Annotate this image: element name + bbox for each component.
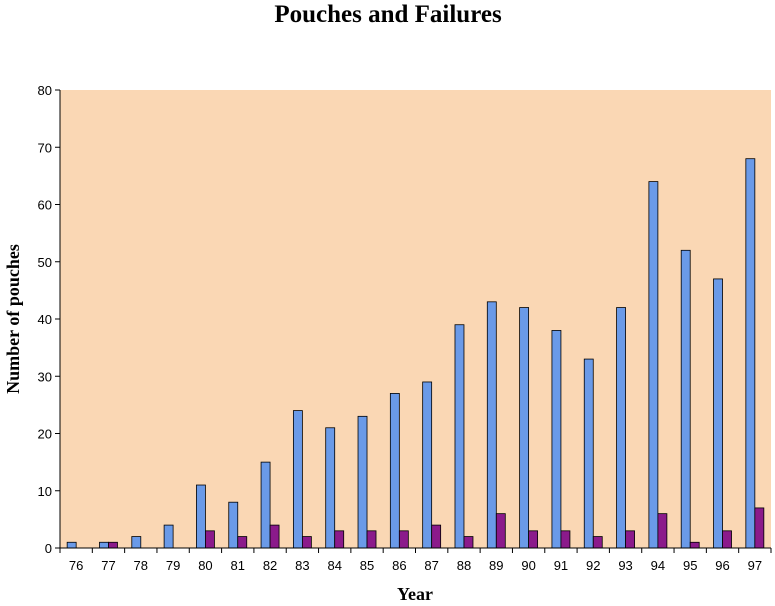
bar-series-1-95: [680, 249, 691, 549]
bar-series-2-95: [689, 541, 700, 549]
bar-series-1-91: [551, 330, 562, 549]
x-tick-label: 90: [521, 558, 535, 573]
bar-series-2-86: [398, 530, 409, 549]
bar-series-1-84: [325, 427, 336, 549]
bar-series-1-80: [196, 484, 206, 549]
x-tick-label: 84: [327, 558, 341, 573]
plot-area: [60, 90, 771, 548]
y-tick-label: 20: [38, 427, 52, 442]
bar-series-2-83: [301, 536, 312, 549]
bar-series-1-90: [519, 307, 530, 549]
bar-series-2-94: [657, 513, 668, 549]
bar-series-2-87: [431, 524, 442, 549]
x-tick-label: 81: [231, 558, 245, 573]
y-tick-label: 50: [38, 255, 52, 270]
x-tick-label: 93: [618, 558, 632, 573]
bar-series-1-97: [745, 158, 756, 549]
bar-series-1-93: [616, 307, 626, 549]
bar-series-1-79: [163, 524, 174, 549]
bar-series-1-89: [486, 301, 497, 549]
bar-series-2-80: [205, 530, 215, 549]
x-tick-label: 86: [392, 558, 406, 573]
bar-series-2-90: [528, 530, 539, 549]
bar-series-2-77: [108, 541, 118, 549]
bar-series-2-84: [334, 530, 345, 549]
y-tick-label: 0: [45, 541, 52, 556]
x-tick-label: 91: [554, 558, 568, 573]
x-tick-label: 88: [457, 558, 471, 573]
y-tick-label: 80: [38, 83, 52, 98]
x-tick-label: 80: [198, 558, 212, 573]
bar-series-2-88: [463, 536, 474, 549]
x-tick-label: 94: [651, 558, 665, 573]
y-tick-label: 70: [38, 140, 52, 155]
bar-series-2-89: [495, 513, 506, 549]
bar-series-2-97: [754, 507, 765, 549]
y-tick-label: 40: [38, 312, 52, 327]
y-tick-label: 10: [38, 484, 52, 499]
bar-series-1-76: [66, 541, 77, 549]
bar-series-1-96: [713, 278, 723, 549]
bar-series-1-81: [228, 501, 239, 549]
x-tick-label: 89: [489, 558, 503, 573]
x-tick-label: 83: [295, 558, 309, 573]
bar-series-2-91: [560, 530, 571, 549]
x-tick-label: 97: [748, 558, 762, 573]
bar-series-2-81: [237, 536, 248, 549]
x-tick-label: 76: [69, 558, 83, 573]
bar-series-1-92: [583, 358, 594, 549]
x-tick-label: 87: [424, 558, 438, 573]
bar-series-1-78: [131, 536, 142, 549]
bar-series-2-85: [366, 530, 377, 549]
x-tick-label: 96: [715, 558, 729, 573]
y-tick-label: 60: [38, 198, 52, 213]
bar-series-2-92: [592, 536, 603, 549]
x-tick-label: 92: [586, 558, 600, 573]
x-tick-label: 95: [683, 558, 697, 573]
x-tick-label: 82: [263, 558, 277, 573]
bar-series-1-87: [422, 381, 433, 549]
bar-series-2-82: [269, 524, 280, 549]
x-tick-label: 77: [101, 558, 115, 573]
x-axis-title: Year: [397, 584, 433, 604]
chart-title: Pouches and Failures: [274, 1, 502, 28]
bar-series-1-83: [292, 410, 303, 549]
bar-series-1-86: [389, 393, 400, 549]
y-axis-title: Number of pouches: [3, 244, 23, 394]
bar-series-1-94: [648, 181, 659, 549]
bar-series-1-85: [357, 415, 368, 549]
bar-series-1-82: [260, 461, 271, 549]
bar-series-2-96: [722, 530, 732, 549]
x-tick-label: 85: [360, 558, 374, 573]
x-tick-label: 79: [166, 558, 180, 573]
y-tick-label: 30: [38, 369, 52, 384]
x-tick-label: 78: [134, 558, 148, 573]
bar-series-2-93: [625, 530, 635, 549]
bar-series-1-88: [454, 324, 465, 549]
bar-series-1-77: [99, 541, 109, 549]
